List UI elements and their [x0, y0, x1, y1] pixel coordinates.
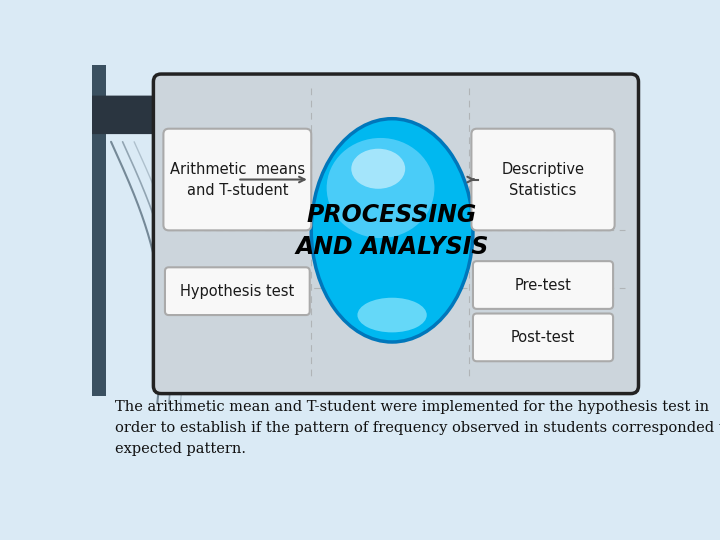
Text: PROCESSING: PROCESSING — [307, 203, 477, 227]
FancyBboxPatch shape — [472, 129, 615, 231]
FancyBboxPatch shape — [153, 74, 639, 394]
FancyBboxPatch shape — [163, 129, 311, 231]
Text: Pre-test: Pre-test — [515, 278, 572, 293]
Text: The arithmetic mean and T-student were implemented for the hypothesis test in
or: The arithmetic mean and T-student were i… — [115, 400, 720, 456]
Ellipse shape — [351, 148, 405, 189]
Text: Post-test: Post-test — [511, 330, 575, 345]
FancyBboxPatch shape — [473, 261, 613, 309]
Polygon shape — [92, 96, 173, 134]
Text: Arithmetic  means
and T-student: Arithmetic means and T-student — [170, 161, 305, 198]
Text: Descriptive
Statistics: Descriptive Statistics — [502, 161, 585, 198]
Ellipse shape — [327, 138, 434, 238]
Polygon shape — [92, 65, 106, 396]
Text: AND ANALYSIS: AND ANALYSIS — [295, 235, 489, 259]
Ellipse shape — [357, 298, 427, 333]
FancyBboxPatch shape — [473, 314, 613, 361]
FancyBboxPatch shape — [165, 267, 310, 315]
Text: Hypothesis test: Hypothesis test — [180, 284, 294, 299]
Ellipse shape — [311, 119, 473, 342]
